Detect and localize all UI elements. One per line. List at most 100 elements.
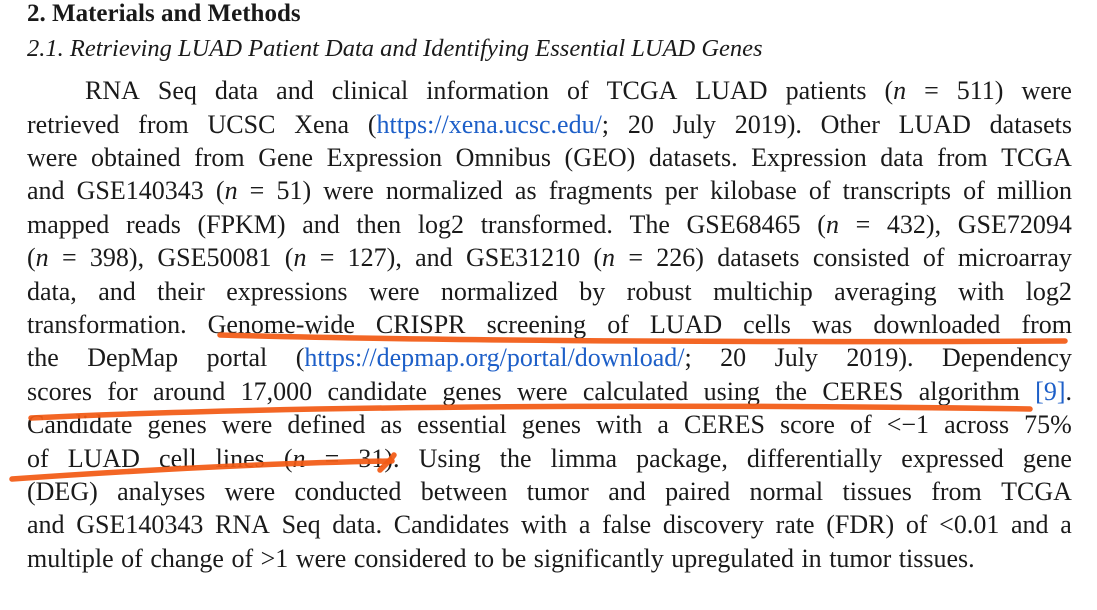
word: be [501,544,527,573]
word: expressed [901,444,1004,473]
subsection-heading: 2.1. Retrieving LUAD Patient Data and Id… [27,33,763,65]
word: were [323,176,374,205]
word: score [780,410,835,439]
word: from [1021,310,1072,339]
word: fragments [548,176,653,205]
word: CERES [822,377,904,406]
word: expressions [226,277,348,306]
word: (n [884,76,907,105]
word: Gene [258,143,314,172]
word: Dependency [941,343,1072,372]
word: July [672,110,716,139]
word: to [473,544,495,573]
word: transformed. [480,210,613,239]
word: were [224,477,276,506]
word: = [924,76,939,105]
word: of [607,310,629,339]
word: tumor [829,544,892,573]
word: and [302,210,340,239]
word: GSE72094 [957,210,1072,239]
text-line-8: transformation. Genome-wide CRISPR screenin… [27,308,1072,341]
word: as [514,176,537,205]
word: patients [785,76,867,105]
word: normal [749,477,824,506]
word: and [27,176,65,205]
word: were [221,410,273,439]
word: from [138,110,189,139]
word: mapped [27,210,110,239]
word: of [27,444,49,473]
word: GSE68465 [686,210,801,239]
word: Genome-wide [207,310,355,339]
word: robust [626,277,692,306]
word: then [356,210,402,239]
word: (n [817,210,839,239]
word: (FPKM) [197,210,286,239]
word: of [849,410,872,439]
word: CRISPR [375,310,466,339]
word: million [996,176,1072,205]
word: and [1011,510,1049,539]
word: Using [418,444,481,473]
word: 51) [276,176,312,205]
word: clinical [331,76,409,105]
word: normalized [440,277,558,306]
subsection-number: 2.1. [27,35,64,62]
word: Other [820,110,880,139]
word: paired [665,477,731,506]
word: genes [442,377,502,406]
url-link[interactable]: (https://xena.ucsc.edu/; [367,110,610,139]
word: LUAD [67,444,140,473]
word: limma [550,444,618,473]
word: multichip [713,277,813,306]
word: considered [353,544,467,573]
word: LUAD [649,310,723,339]
word: The [629,210,670,239]
word: TCGA [606,76,678,105]
word: for [107,377,138,406]
word: significantly [533,544,664,573]
word: and [276,76,314,105]
word: (FDR) [826,510,895,539]
word: data. [332,510,383,539]
word: Seq [281,510,321,539]
text-line-7: data, and their expressions were normalized by… [27,275,1072,308]
url-link[interactable]: (https://depmap.org/portal/download/; [295,343,692,372]
word: CERES [684,410,765,439]
word: change [150,544,224,573]
word: with [958,277,1005,306]
citation-link[interactable]: [9]. [1035,377,1072,406]
word: datasets. [648,143,738,172]
word: normalized [385,176,503,205]
word: were [516,377,568,406]
word: a [657,410,669,439]
word: = [628,243,643,272]
word: (n [284,243,307,272]
word: log2 [1025,277,1072,306]
word: (GEO) [564,143,636,172]
word: scores [27,377,92,406]
word: were [368,277,420,306]
word: data [214,76,259,105]
word: transformation. [27,310,187,339]
word: were [1021,76,1072,105]
subsection-title: Retrieving LUAD Patient Data and Identif… [69,35,763,62]
text-line-3: were obtained from Gene Expression Omnibus (GE… [27,141,1072,174]
word: with [520,510,568,539]
word: = [61,243,77,272]
word: differentially [746,444,883,473]
section-heading: 2. Materials and Methods [27,0,301,30]
word: Expression [326,143,443,172]
word: data [880,143,924,172]
word: lines [215,444,265,473]
word: GSE140343 [76,510,204,539]
word: analyses [117,477,206,506]
word: = [319,243,335,272]
word: 226) [656,243,704,272]
word: 511) [956,76,1004,105]
word: TCGA [1001,143,1072,172]
word: 20 [720,343,747,372]
word: = [249,176,265,205]
word: of [905,510,928,539]
word: cell [159,444,197,473]
